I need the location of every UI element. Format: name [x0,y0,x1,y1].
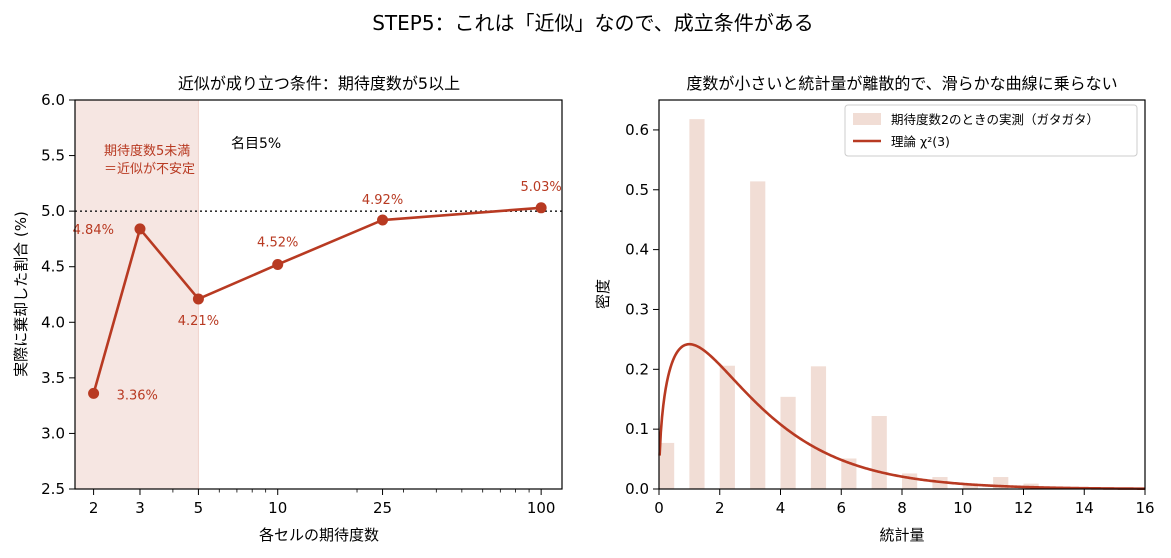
x-tick-label: 14 [1075,499,1094,517]
legend-swatch-hist [853,113,881,125]
x-tick-label: 5 [194,499,204,517]
x-tick-label: 0 [654,499,664,517]
x-tick-label: 6 [836,499,846,517]
y-tick-label: 0.4 [625,241,649,259]
histogram-bar [689,119,705,490]
data-line [92,206,542,394]
y-tick-label: 0.0 [625,480,649,498]
histogram-bar [993,477,1009,489]
chi-square-curve [658,342,1146,490]
x-tick-label: 2 [89,499,99,517]
legend-label-curve: 理論 χ²(3) [891,134,950,149]
x-tick-label: 10 [953,499,972,517]
y-tick-label: 0.1 [625,420,649,438]
x-tick-label: 8 [897,499,907,517]
x-tick-label: 100 [527,499,556,517]
x-tick-label: 4 [776,499,786,517]
left-x-axis-label: 各セルの期待度数 [259,526,379,544]
left-axes-frame [74,99,563,490]
y-tick-label: 5.0 [41,202,65,220]
y-tick-label: 0.2 [625,360,649,378]
figure-suptitle: STEP5：これは「近似」なので、成立条件がある [372,11,814,35]
y-tick-label: 4.5 [41,258,65,276]
right-plot-area: 0 2 4 6 8 10 12 14 16 0.0 0.1 0.2 0.3 0.4 0.5 0.6 期待度数2の… [625,99,1155,517]
left-chart: 近似が成り立つ条件：期待度数が5以上 期待度数5未満 ＝近似が不安定 名目5% 3.3… [12,74,563,544]
reference-line-label: 名目5% [231,136,281,152]
y-tick-label: 0.3 [625,300,649,318]
histogram-bar [719,365,735,489]
data-label: 4.21% [178,314,219,329]
right-y-axis-label: 密度 [594,279,612,309]
left-y-axis-label: 実際に棄却した割合 (%) [12,211,30,377]
data-label: 3.36% [117,388,158,403]
data-label: 4.92% [362,193,403,208]
left-chart-title: 近似が成り立つ条件：期待度数が5以上 [178,74,460,93]
shaded-region [75,100,199,489]
data-label: 4.84% [73,223,114,238]
left-plot-area: 期待度数5未満 ＝近似が不安定 名目5% 3.36% 4.84% 4.21% 4.52% 4.… [41,91,563,517]
y-tick-label: 0.6 [625,121,649,139]
data-point [535,202,547,214]
data-point [88,387,100,399]
x-tick-label: 12 [1014,499,1033,517]
histogram-bar [750,181,766,490]
y-tick-label: 3.5 [41,369,65,387]
right-chart-title: 度数が小さいと統計量が離散的で、滑らかな曲線に乗らない [686,74,1117,93]
y-tick-label: 5.5 [41,147,65,165]
x-tick-label: 2 [715,499,725,517]
legend-box [844,104,1138,157]
histogram-bar [962,485,978,489]
x-tick-label: 16 [1135,499,1154,517]
data-point [272,258,284,270]
x-tick-label: 3 [135,499,145,517]
data-label: 5.03% [520,180,561,195]
data-point [134,223,146,235]
right-chart: 度数が小さいと統計量が離散的で、滑らかな曲線に乗らない 0 2 4 6 8 10 12 14 1… [594,74,1155,544]
histogram-bar [841,458,857,489]
data-point [192,293,204,305]
shaded-region-label: 期待度数5未満 [104,143,190,159]
histogram-bar [780,396,796,489]
right-x-axis-label: 統計量 [879,526,924,544]
data-point [377,214,389,226]
histogram-bar [659,442,675,489]
y-tick-label: 2.5 [41,480,65,498]
y-tick-label: 3.0 [41,424,65,442]
histogram-bar [871,415,887,489]
y-tick-label: 6.0 [41,91,65,109]
y-tick-label: 4.0 [41,313,65,331]
x-tick-label: 25 [373,499,392,517]
shaded-region-label: ＝近似が不安定 [104,162,195,177]
data-label: 4.52% [257,235,298,250]
x-tick-label: 10 [268,499,287,517]
y-tick-label: 0.5 [625,181,649,199]
legend-label-hist: 期待度数2のときの実測（ガタガタ） [891,112,1099,127]
histogram-bar [810,366,827,489]
